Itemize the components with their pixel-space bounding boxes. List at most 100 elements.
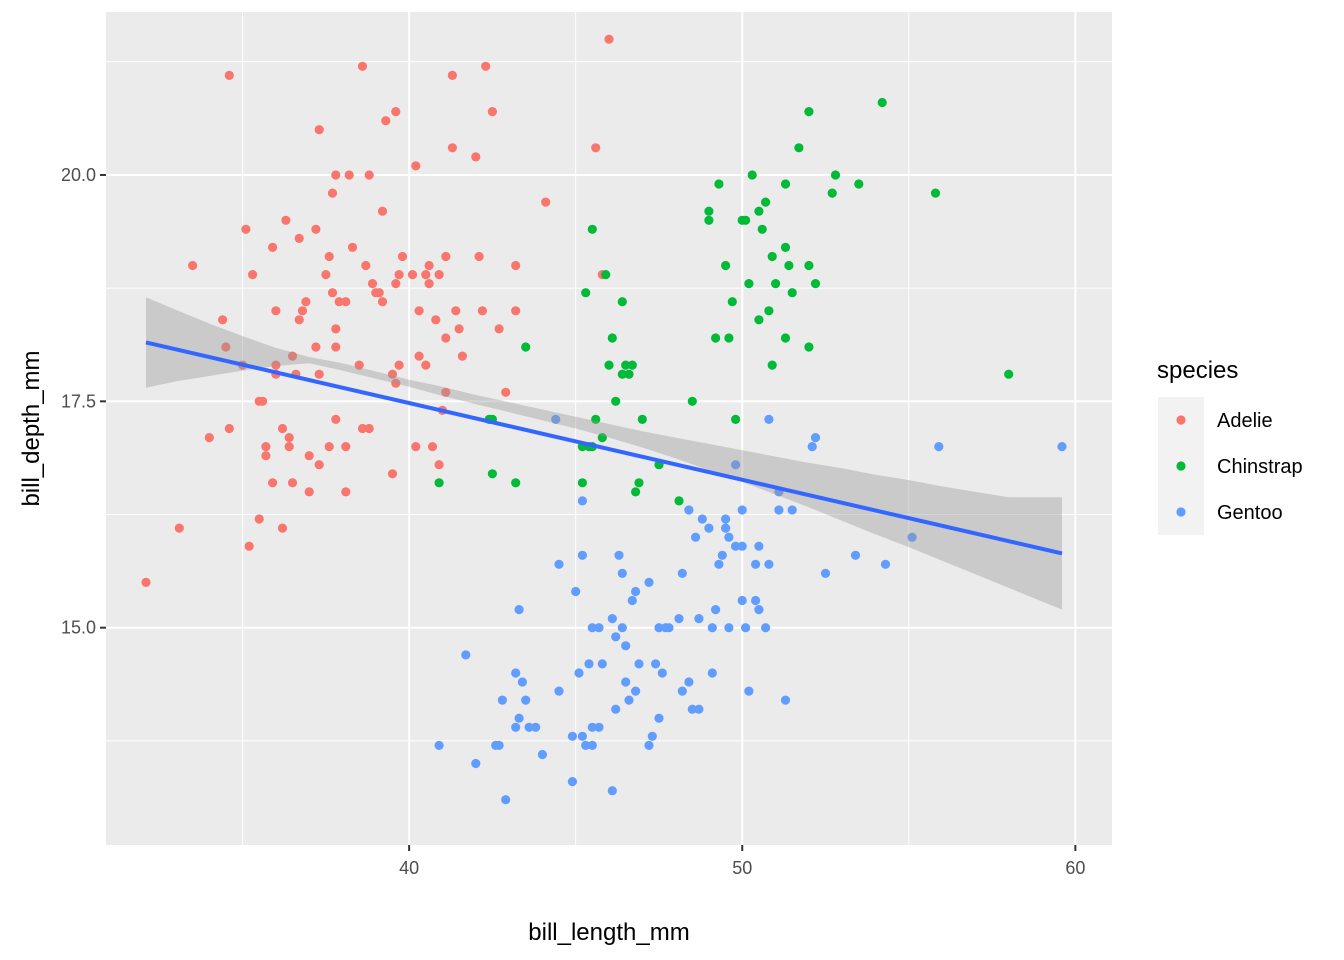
point-gentoo (754, 605, 764, 615)
point-adelie (324, 442, 334, 452)
trend-layer (145, 297, 1063, 610)
point-gentoo (634, 659, 644, 669)
point-chinstrap (721, 260, 731, 271)
point-gentoo (514, 713, 524, 723)
point-chinstrap (631, 487, 641, 497)
point-gentoo (787, 505, 797, 515)
point-chinstrap (767, 360, 777, 370)
point-adelie (414, 306, 424, 316)
point-gentoo (517, 677, 528, 687)
point-gentoo (511, 722, 521, 732)
point-gentoo (571, 586, 581, 597)
point-gentoo (434, 740, 444, 751)
point-gentoo (724, 532, 734, 542)
point-adelie (427, 442, 438, 452)
point-chinstrap (674, 496, 684, 506)
point-gentoo (647, 731, 657, 741)
point-adelie (341, 442, 351, 452)
point-chinstrap (767, 251, 777, 262)
point-gentoo (644, 577, 654, 588)
point-adelie (347, 242, 358, 252)
x-axis: 40 50 60 (399, 845, 1085, 878)
point-adelie (327, 288, 338, 298)
point-adelie (314, 125, 324, 135)
point-gentoo (524, 722, 534, 732)
point-gentoo (577, 496, 588, 506)
point-gentoo (631, 586, 641, 597)
point-gentoo (471, 758, 481, 769)
point-adelie (331, 342, 341, 352)
point-adelie (487, 107, 497, 117)
point-chinstrap (704, 215, 714, 225)
point-adelie (414, 351, 424, 361)
point-gentoo (810, 433, 821, 443)
point-adelie (424, 279, 434, 289)
y-tick-label: 20.0 (61, 165, 96, 185)
point-gentoo (611, 704, 621, 714)
point-adelie (301, 297, 311, 307)
point-chinstrap (830, 170, 841, 180)
point-chinstrap (587, 224, 597, 234)
y-axis-title: bill_depth_mm (18, 350, 45, 506)
point-adelie (394, 270, 404, 280)
point-chinstrap (711, 333, 721, 343)
point-adelie (501, 387, 511, 397)
point-chinstrap (877, 97, 887, 108)
point-chinstrap (621, 360, 631, 370)
point-gentoo (587, 623, 597, 633)
point-adelie (511, 306, 521, 316)
point-gentoo (697, 514, 707, 524)
point-adelie (441, 251, 451, 262)
point-gentoo (594, 722, 604, 732)
point-gentoo (494, 740, 504, 751)
point-adelie (268, 242, 278, 252)
point-gentoo (587, 740, 597, 751)
point-gentoo (567, 731, 578, 741)
point-gentoo (737, 595, 747, 606)
point-gentoo (584, 659, 594, 669)
point-gentoo (497, 695, 507, 705)
point-chinstrap (604, 360, 614, 370)
point-adelie (441, 387, 451, 397)
point-gentoo (664, 623, 674, 633)
point-gentoo (774, 505, 784, 515)
point-chinstrap (761, 197, 771, 207)
point-gentoo (764, 414, 774, 424)
point-chinstrap (704, 206, 714, 216)
point-gentoo (501, 795, 511, 805)
point-gentoo (511, 668, 521, 678)
point-adelie (367, 279, 378, 289)
point-gentoo (617, 568, 627, 579)
point-adelie (314, 460, 324, 470)
point-chinstrap (714, 179, 724, 189)
point-chinstrap (577, 478, 588, 488)
point-gentoo (624, 695, 634, 705)
point-chinstrap (624, 369, 634, 379)
point-gentoo (761, 623, 771, 633)
point-chinstrap (804, 260, 814, 271)
point-adelie (377, 297, 388, 307)
point-adelie (304, 451, 314, 461)
major-gridlines (106, 12, 1112, 845)
legend: species Adelie Chinstrap Gentoo (1157, 357, 1303, 535)
point-adelie (474, 251, 484, 262)
point-chinstrap (930, 188, 941, 198)
point-adelie (397, 251, 408, 262)
x-axis-title: bill_length_mm (528, 919, 689, 946)
point-gentoo (1057, 442, 1067, 452)
point-adelie (411, 161, 421, 171)
point-chinstrap (434, 478, 444, 488)
point-gentoo (751, 595, 761, 606)
point-chinstrap (581, 288, 591, 298)
legend-key-adelie (1176, 415, 1186, 425)
point-adelie (341, 487, 351, 497)
point-gentoo (611, 632, 621, 642)
point-adelie (381, 116, 391, 126)
point-chinstrap (617, 297, 627, 307)
point-chinstrap (687, 396, 697, 406)
point-adelie (591, 143, 601, 153)
point-chinstrap (827, 188, 837, 198)
point-adelie (258, 396, 268, 406)
point-adelie (271, 306, 281, 316)
